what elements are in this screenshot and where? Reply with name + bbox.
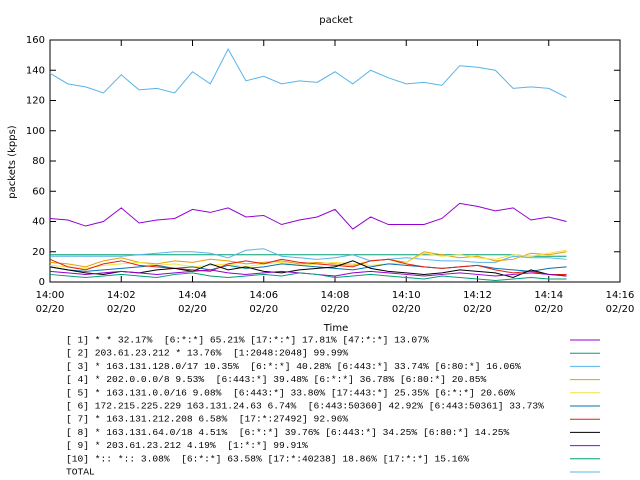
y-axis-label: packets (kpps) [7, 125, 18, 198]
legend-label: [ 1] * * 32.17% [6:*:*] 65.21% [17:*:*] … [66, 335, 429, 346]
legend-label: [ 3] * 163.131.128.0/17 10.35% [6:*:*] 4… [66, 361, 521, 372]
chart-title: packet [319, 15, 353, 26]
x-tick-label: 02/20 [606, 304, 635, 315]
series-line [49, 272, 567, 281]
legend-label: TOTAL [66, 467, 95, 478]
x-axis-label: Time [323, 323, 348, 334]
legend-label: [ 2] 203.61.23.212 * 13.76% [1:2048:2048… [66, 348, 348, 359]
y-tick-label: 0 [39, 277, 45, 288]
x-tick-label: 02/20 [36, 304, 65, 315]
x-tick-label: 02/20 [321, 304, 350, 315]
series-line [49, 202, 567, 230]
x-tick-label: 14:10 [392, 290, 421, 301]
x-tick-label: 14:00 [36, 290, 65, 301]
y-tick-label: 140 [26, 65, 45, 76]
x-tick-label: 14:04 [178, 290, 207, 301]
x-tick-label: 02/20 [392, 304, 421, 315]
series-line [49, 249, 567, 269]
legend-label: [ 4] * 202.0.0.0/8 9.53% [6:443:*] 39.48… [66, 374, 487, 385]
y-tick-label: 60 [32, 186, 45, 197]
x-tick-label: 14:02 [107, 290, 136, 301]
legend-label: [10] *:: *:: 3.08% [6:*:*] 63.58% [17:*:… [66, 453, 469, 464]
x-tick-label: 02/20 [249, 304, 278, 315]
y-tick-label: 120 [26, 96, 45, 107]
x-tick-label: 02/20 [107, 304, 136, 315]
x-tick-label: 02/20 [534, 304, 563, 315]
y-tick-label: 20 [32, 247, 45, 258]
x-tick-label: 14:06 [249, 290, 278, 301]
x-tick-label: 14:08 [321, 290, 350, 301]
y-tick-label: 160 [26, 35, 45, 46]
x-tick-label: 14:16 [606, 290, 635, 301]
series-line [49, 258, 567, 275]
y-tick-label: 80 [32, 156, 45, 167]
x-tick-label: 02/20 [463, 304, 492, 315]
x-tick-label: 14:12 [463, 290, 492, 301]
y-tick-label: 40 [32, 217, 45, 228]
x-tick-label: 14:14 [534, 290, 563, 301]
legend-label: [ 5] * 163.131.0.0/16 9.08% [6:443:*] 33… [66, 387, 515, 398]
x-tick-label: 02/20 [178, 304, 207, 315]
legend-label: [ 7] * 163.131.212.208 6.58% [17:*:27492… [66, 414, 348, 425]
legend-label: [ 6] 172.215.225.229 163.131.24.63 6.74%… [66, 401, 544, 412]
legend-label: [ 8] * 163.131.64.0/18 4.51% [6:*:*] 39.… [66, 427, 510, 438]
y-tick-label: 100 [26, 126, 45, 137]
series-line [50, 248, 567, 263]
legend-label: [ 9] * 203.61.23.212 4.19% [1:*:*] 99.91… [66, 440, 308, 451]
series-line [49, 48, 567, 98]
